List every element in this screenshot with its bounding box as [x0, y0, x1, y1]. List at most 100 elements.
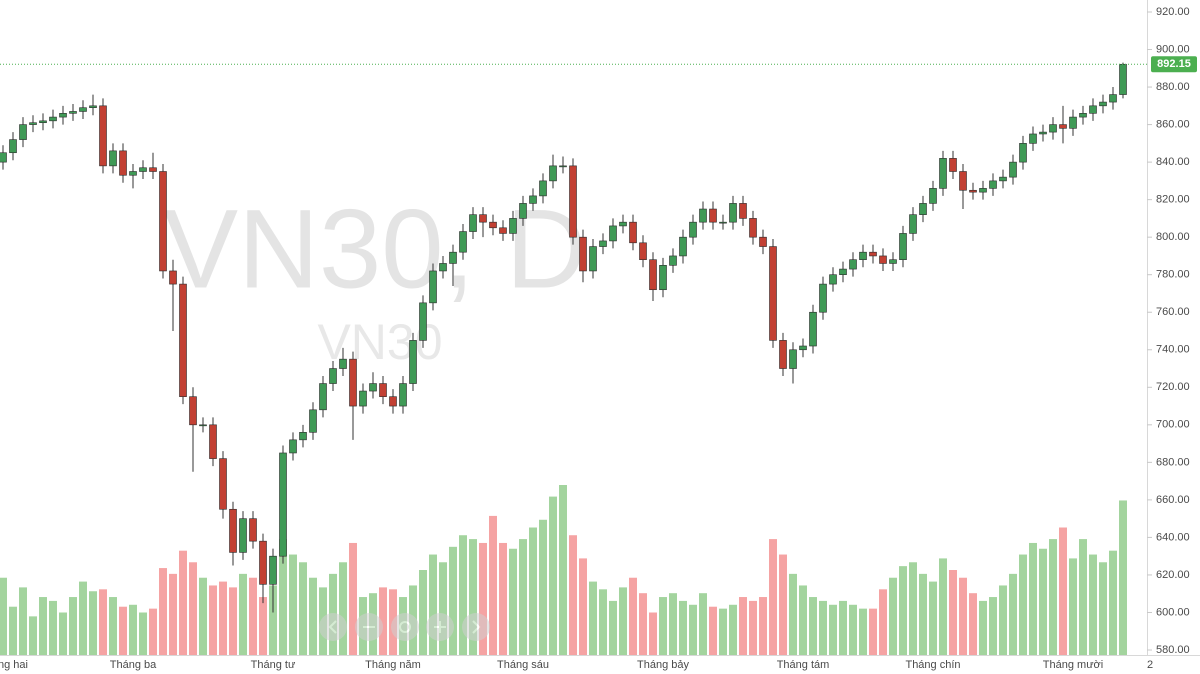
- x-tick-label: Tháng tư: [251, 659, 296, 671]
- zoom-in-button[interactable]: [426, 613, 454, 641]
- candle-body: [349, 358, 357, 407]
- candle-body: [309, 409, 317, 433]
- candle-body: [709, 208, 717, 223]
- volume-bar: [219, 581, 227, 655]
- volume-bar: [1089, 554, 1097, 655]
- volume-bar: [839, 600, 847, 655]
- x-tick-label: Tháng sáu: [497, 659, 549, 671]
- candle-body: [989, 180, 997, 189]
- candle-body: [589, 246, 597, 272]
- candle-body: [479, 214, 487, 223]
- volume-bar: [309, 577, 317, 655]
- candle-body: [69, 111, 77, 114]
- y-tick-label: 680.00: [1156, 456, 1190, 468]
- candle-body: [59, 113, 67, 118]
- candle-body: [89, 105, 97, 109]
- candle-body: [119, 150, 127, 176]
- candle-body: [1059, 124, 1067, 129]
- volume-bar: [189, 562, 197, 655]
- candle-body: [259, 540, 267, 585]
- volume-bar: [879, 589, 887, 655]
- candle-body: [239, 518, 247, 553]
- candle-body: [669, 255, 677, 266]
- volume-bar: [1039, 548, 1047, 655]
- candle-body: [529, 195, 537, 204]
- candle-body: [829, 274, 837, 285]
- volume-bar: [729, 604, 737, 655]
- y-tick-label: 800.00: [1156, 231, 1190, 243]
- candle-body: [1109, 94, 1117, 103]
- candle-body: [249, 518, 257, 542]
- volume-bar: [679, 600, 687, 655]
- candle-body: [819, 283, 827, 313]
- volume-bar: [799, 585, 807, 655]
- candle-body: [739, 203, 747, 219]
- volume-bar: [829, 604, 837, 655]
- scroll-left-button[interactable]: [319, 613, 347, 641]
- volume-bar: [769, 539, 777, 655]
- volume-bar: [9, 606, 17, 655]
- y-tick-label: 620.00: [1156, 569, 1190, 581]
- volume-bar: [169, 573, 177, 655]
- volume-bar: [279, 539, 287, 655]
- candle-body: [499, 227, 507, 234]
- volume-bar: [1109, 550, 1117, 655]
- volume-bar: [469, 539, 477, 655]
- axis-layer: 580.00 600.00 620.00 640.00 660.00 680.00 700.…: [0, 6, 1197, 671]
- volume-bar: [39, 597, 47, 655]
- y-tick-label: 660.00: [1156, 494, 1190, 506]
- volume-bar: [1059, 527, 1067, 655]
- candle-body: [919, 203, 927, 215]
- volume-bar: [519, 539, 527, 655]
- candle-body: [799, 345, 807, 351]
- candle-body: [609, 225, 617, 242]
- volume-bar: [579, 558, 587, 655]
- volume-bar: [629, 577, 637, 655]
- candle-body: [679, 236, 687, 257]
- x-tick-label: ng hai: [0, 659, 28, 671]
- volume-bar: [969, 593, 977, 655]
- candle-body: [79, 107, 87, 112]
- volume-bar: [739, 597, 747, 655]
- scroll-right-button[interactable]: [462, 613, 490, 641]
- candle-body: [419, 302, 427, 341]
- zoom-out-button[interactable]: [355, 613, 383, 641]
- candle-body: [859, 251, 867, 260]
- candle-body: [189, 396, 197, 426]
- candle-body: [849, 259, 857, 270]
- candle-body: [1049, 124, 1057, 133]
- volume-bar: [619, 587, 627, 655]
- volume-bar: [239, 573, 247, 655]
- volume-bar: [929, 581, 937, 655]
- candle-body: [19, 124, 27, 140]
- candle-body: [39, 120, 47, 124]
- y-tick-label: 760.00: [1156, 306, 1190, 318]
- volume-bar: [249, 577, 257, 655]
- volume-bar: [789, 573, 797, 655]
- volume-bar: [339, 562, 347, 655]
- candle-body: [959, 171, 967, 191]
- last-price-box: [1151, 56, 1197, 73]
- reset-button[interactable]: [391, 613, 419, 641]
- volume-bar: [259, 597, 267, 655]
- candle-body: [659, 265, 667, 291]
- candle-body: [219, 458, 227, 510]
- volume-bar: [129, 604, 137, 655]
- x-tick-label: Tháng tám: [777, 659, 830, 671]
- volume-bar: [1119, 500, 1127, 655]
- y-tick-label: 640.00: [1156, 531, 1190, 543]
- volume-bar: [1019, 554, 1027, 655]
- volume-bar: [1009, 573, 1017, 655]
- volume-bar: [179, 550, 187, 655]
- candle-body: [1079, 113, 1087, 118]
- y-tick-label: 700.00: [1156, 419, 1190, 431]
- candle-body: [549, 165, 557, 182]
- candle-body: [449, 251, 457, 264]
- candle-body: [489, 221, 497, 229]
- volume-bar: [0, 577, 7, 655]
- volume-bar: [669, 593, 677, 655]
- volume-bar: [999, 585, 1007, 655]
- volume-bar: [1029, 542, 1037, 655]
- candle-body: [1089, 105, 1097, 114]
- volume-bar: [79, 581, 87, 655]
